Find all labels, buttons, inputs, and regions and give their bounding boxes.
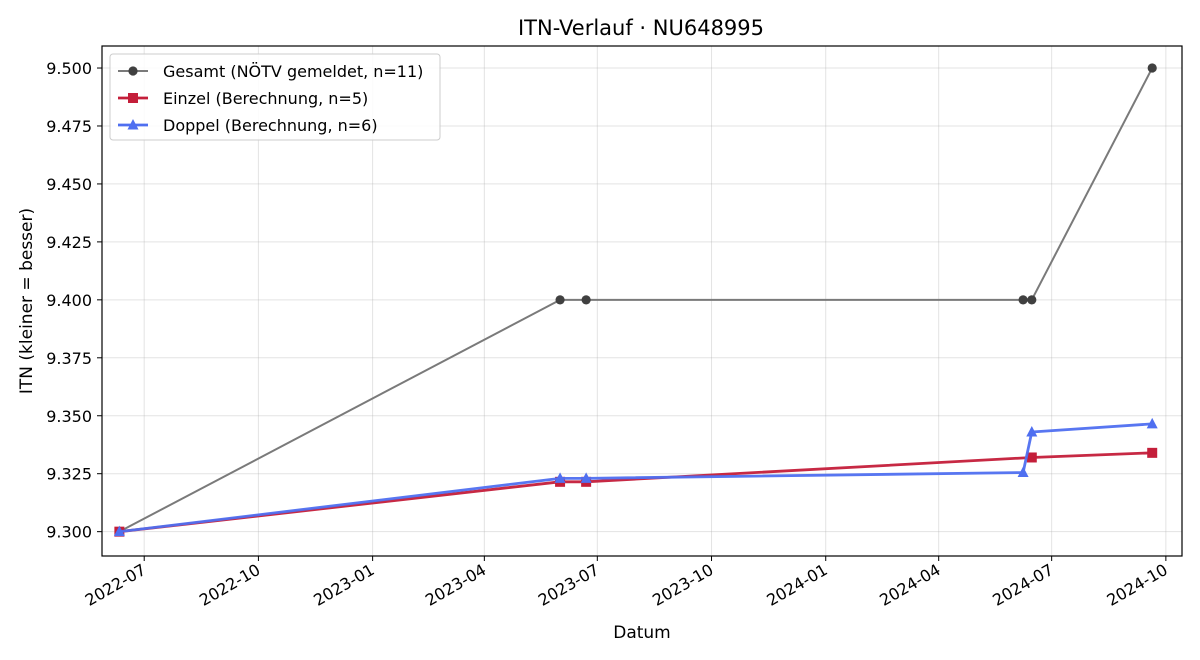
x-tick-label: 2022-07 bbox=[82, 560, 149, 610]
gesamt-point bbox=[1147, 63, 1157, 73]
y-axis-title: ITN (kleiner = besser) bbox=[17, 208, 37, 394]
gesamt-line bbox=[118, 67, 1154, 533]
einzel-point bbox=[1147, 447, 1158, 458]
series-group bbox=[113, 63, 1158, 537]
legend-einzel-point bbox=[128, 93, 138, 103]
doppel-series bbox=[113, 417, 1158, 537]
x-tick-label: 2024-04 bbox=[876, 560, 943, 610]
legend-label: Doppel (Berechnung, n=6) bbox=[163, 116, 378, 135]
y-tick-label: 9.325 bbox=[46, 465, 92, 484]
chart-title: ITN-Verlauf · NU648995 bbox=[518, 16, 764, 40]
y-tick-label: 9.300 bbox=[46, 523, 92, 542]
y-tick-label: 9.375 bbox=[46, 349, 92, 368]
y-tick-label: 9.400 bbox=[46, 291, 92, 310]
legend-doppel-point bbox=[127, 119, 139, 130]
legend-entry-doppel: Doppel (Berechnung, n=6) bbox=[118, 116, 378, 135]
y-tick-label: 9.425 bbox=[46, 233, 92, 252]
legend-entry-einzel: Einzel (Berechnung, n=5) bbox=[118, 89, 368, 108]
legend-label: Gesamt (NÖTV gemeldet, n=11) bbox=[163, 62, 423, 81]
doppel-point bbox=[1026, 425, 1038, 437]
x-tick-label: 2023-10 bbox=[649, 560, 716, 610]
gesamt-point bbox=[1018, 295, 1028, 305]
legend-label: Einzel (Berechnung, n=5) bbox=[163, 89, 368, 108]
legend-box bbox=[109, 53, 441, 141]
x-tick-label: 2024-01 bbox=[763, 560, 830, 610]
gesamt-point bbox=[1027, 295, 1037, 305]
doppel-point bbox=[113, 525, 125, 537]
legend-gesamt-point bbox=[128, 66, 138, 76]
legend-entry-gesamt: Gesamt (NÖTV gemeldet, n=11) bbox=[118, 62, 423, 81]
doppel-point bbox=[554, 472, 566, 483]
doppel-point bbox=[1017, 466, 1029, 478]
plot-frame bbox=[101, 45, 1183, 557]
x-tick-label: 2023-01 bbox=[310, 560, 377, 610]
x-tick-label: 2024-10 bbox=[1103, 560, 1170, 610]
x-tick-label: 2023-04 bbox=[422, 560, 489, 610]
einzel-series bbox=[114, 447, 1158, 537]
doppel-line bbox=[119, 422, 1153, 534]
y-tick-label: 9.450 bbox=[46, 175, 92, 194]
x-tick-label: 2024-07 bbox=[989, 560, 1056, 610]
gesamt-point bbox=[581, 295, 591, 305]
doppel-point bbox=[580, 472, 592, 483]
x-tick-label: 2023-07 bbox=[535, 560, 602, 610]
y-tick-label: 9.475 bbox=[46, 117, 92, 136]
x-axis-title: Datum bbox=[613, 623, 671, 643]
einzel-point bbox=[1026, 452, 1037, 463]
y-tick-label: 9.350 bbox=[46, 407, 92, 426]
grid-lines bbox=[102, 46, 1182, 556]
einzel-line bbox=[119, 451, 1153, 534]
doppel-point bbox=[1146, 417, 1158, 429]
axes: 2022-07 2022-10 2023-01 2023-04 2023-07 2023-… bbox=[46, 59, 1171, 610]
y-tick-label: 9.500 bbox=[46, 59, 92, 78]
gesamt-point bbox=[555, 295, 565, 305]
x-tick-label: 2022-10 bbox=[196, 560, 263, 610]
legend: Gesamt (NÖTV gemeldet, n=11) Einzel (Bere… bbox=[109, 53, 441, 141]
